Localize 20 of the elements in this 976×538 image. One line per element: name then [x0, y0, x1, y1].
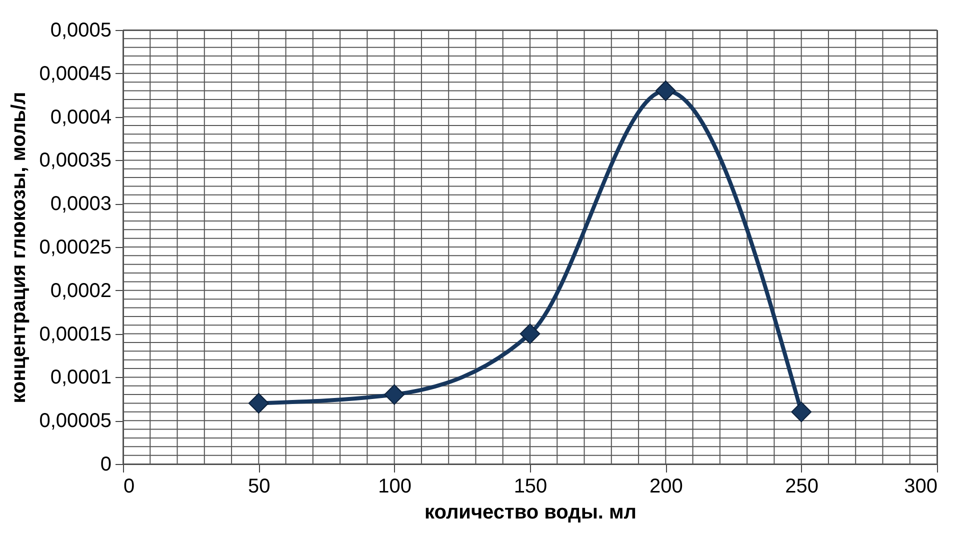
y-axis-title: концентрация глюкозы, моль/л — [8, 92, 30, 404]
x-tick-label: 300 — [904, 476, 938, 498]
y-tick-label: 0,0004 — [50, 106, 112, 128]
y-tick-label: 0,00005 — [39, 410, 112, 432]
y-tick-label: 0,0003 — [50, 193, 112, 216]
x-tick-label: 150 — [514, 476, 548, 498]
y-tick-label: 0,00015 — [39, 323, 112, 346]
y-tick-label: 0,0002 — [50, 280, 112, 302]
x-tick-label: 50 — [248, 476, 270, 498]
y-tick-label: 0,0005 — [50, 20, 112, 42]
y-tick-label: 0,00045 — [39, 62, 112, 85]
x-tick-label: 0 — [124, 476, 135, 498]
y-tick-label: 0,00035 — [39, 150, 112, 172]
x-axis-title: количество воды. мл — [424, 502, 637, 524]
y-tick-label: 0,00025 — [39, 236, 112, 258]
x-tick-label: 250 — [785, 476, 819, 498]
x-tick-label: 200 — [649, 476, 683, 498]
y-tick-label: 0,0001 — [50, 366, 112, 389]
y-tick-label: 0 — [100, 454, 112, 476]
x-tick-label: 100 — [378, 476, 412, 498]
